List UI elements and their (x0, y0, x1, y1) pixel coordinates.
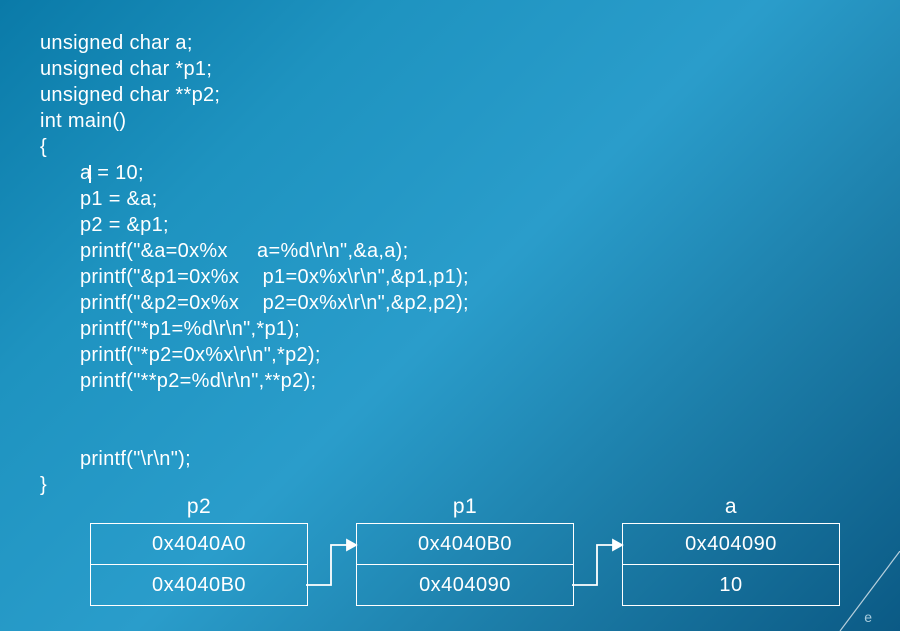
code-line (40, 394, 469, 420)
code-line: { (40, 134, 469, 160)
code-line: printf("**p2=%d\r\n",**p2); (80, 368, 469, 394)
code-line: unsigned char **p2; (40, 82, 469, 108)
code-line: unsigned char a; (40, 30, 469, 56)
code-line: p1 = &a; (80, 186, 469, 212)
code-line: a = 10; (80, 160, 469, 186)
corner-decor-line (820, 551, 900, 631)
corner-char: e (864, 609, 872, 625)
code-line: printf("*p1=%d\r\n",*p1); (80, 316, 469, 342)
pointer-arrow (0, 495, 900, 631)
code-line: printf("&p2=0x%x p2=0x%x\r\n",&p2,p2); (80, 290, 469, 316)
code-line: printf("\r\n"); (80, 446, 469, 472)
code-line: unsigned char *p1; (40, 56, 469, 82)
code-line: p2 = &p1; (80, 212, 469, 238)
code-line: int main() (40, 108, 469, 134)
code-line: printf("*p2=0x%x\r\n",*p2); (80, 342, 469, 368)
code-block: unsigned char a;unsigned char *p1;unsign… (40, 30, 469, 498)
code-line: printf("&p1=0x%x p1=0x%x\r\n",&p1,p1); (80, 264, 469, 290)
code-line: printf("&a=0x%x a=%d\r\n",&a,a); (80, 238, 469, 264)
code-line (40, 420, 469, 446)
